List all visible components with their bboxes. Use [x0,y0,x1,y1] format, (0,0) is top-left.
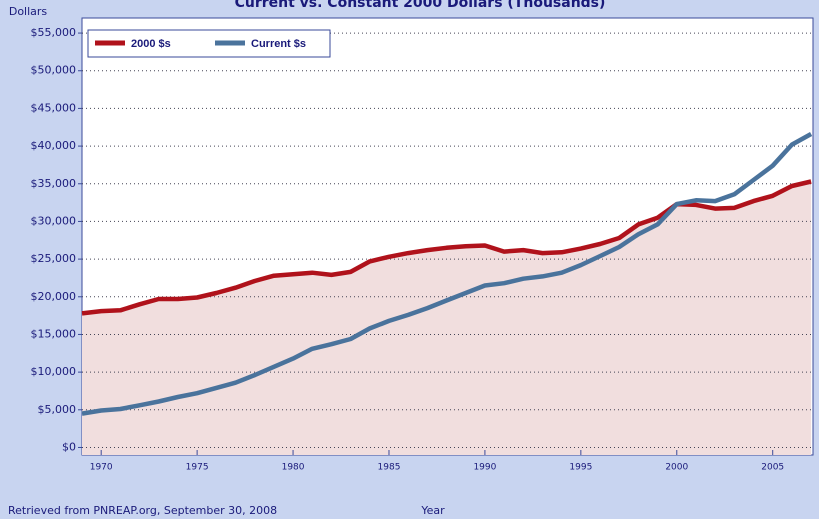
x-tick-label: 1980 [282,463,305,473]
legend-box [87,29,331,58]
chart-title: Current vs. Constant 2000 Dollars (Thous… [235,0,606,11]
area-layer [82,181,812,455]
y-tick-label: $20,000 [31,290,77,303]
y-tick-label: $40,000 [31,139,77,152]
x-tick-label: 1970 [90,463,113,473]
source-note: Retrieved from PNREAP.org, September 30,… [8,504,277,517]
area [82,181,812,455]
y-tick-label: $55,000 [31,26,77,39]
y-tick-label: $5,000 [38,403,77,416]
y-tick-label: $0 [62,440,76,453]
y-tick-label: $25,000 [31,252,77,265]
x-tick-label: 1985 [378,463,401,473]
y-tick-label: $35,000 [31,177,77,190]
grid-layer [78,32,813,455]
y-tick-label: $50,000 [31,64,77,77]
y-axis-label: Dollars [9,5,48,18]
x-tick-label: 1995 [569,463,592,473]
legend-label: Current $s [251,38,306,50]
x-tick-label: 1990 [473,463,496,473]
legend-label: 2000 $s [131,38,171,50]
series-line [81,132,813,416]
x-tick-label: 2005 [761,463,784,473]
series-line [81,179,812,316]
x-axis-label: Year [420,504,445,517]
x-tick-label: 1975 [186,463,209,473]
line-layer [81,132,813,416]
x-tick-label: 2000 [665,463,688,473]
y-tick-label: $45,000 [31,101,77,114]
legend: 2000 $s Current $s [95,38,306,50]
y-tick-label: $30,000 [31,214,77,227]
y-tick-label: $15,000 [31,327,77,340]
y-tick-label: $10,000 [31,365,77,378]
